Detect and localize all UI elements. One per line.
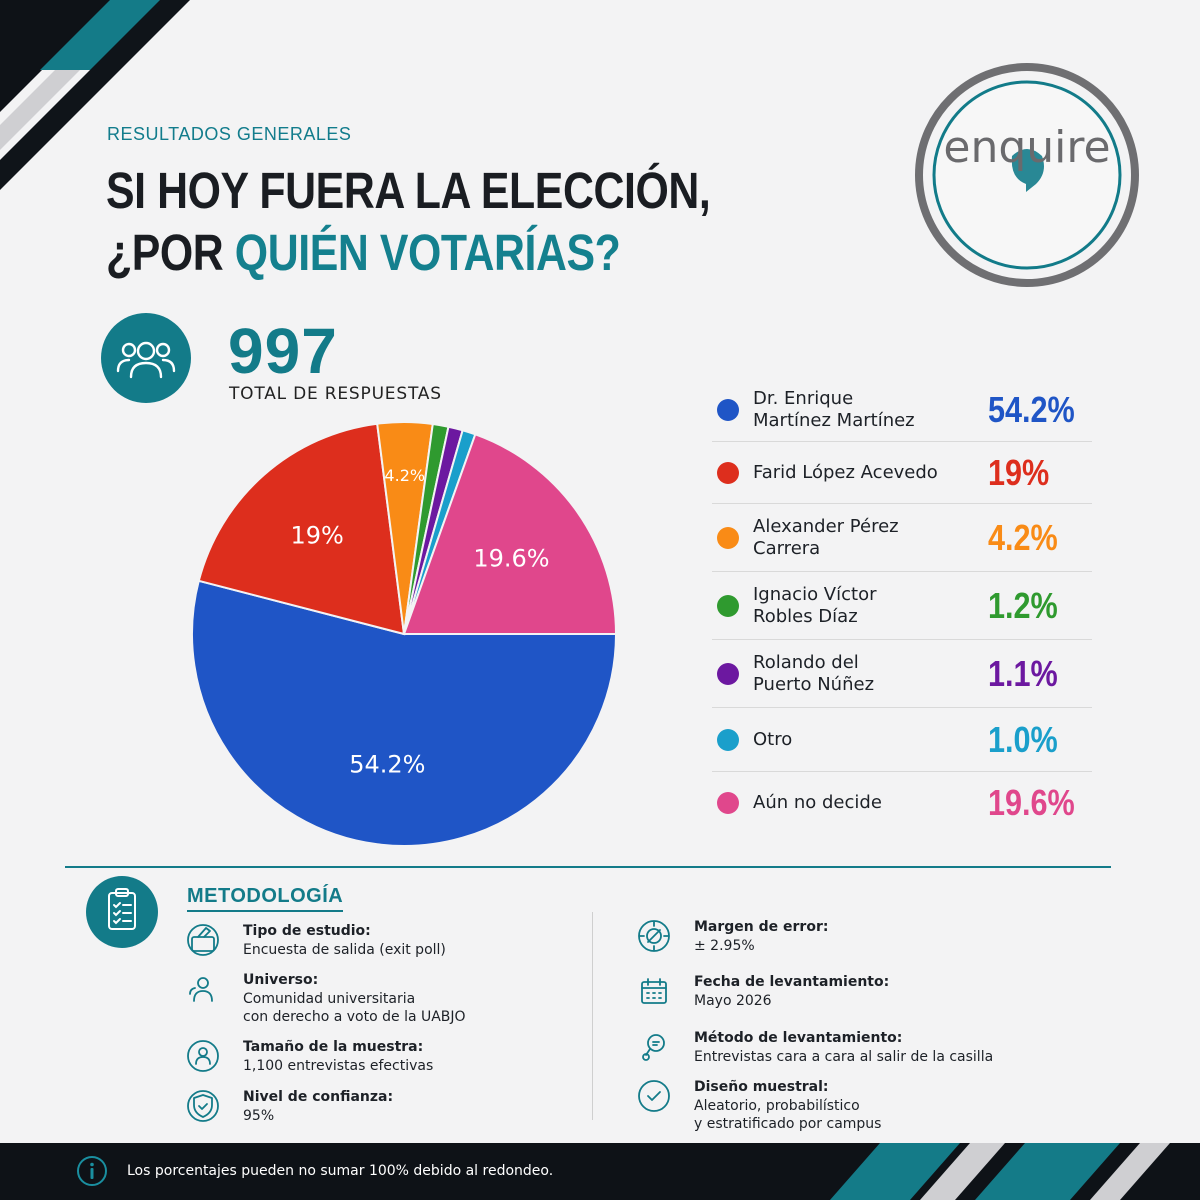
legend-name: Alexander Pérez Carrera (753, 515, 899, 559)
methodology-value: Entrevistas cara a cara al salir de la c… (694, 1049, 994, 1065)
legend-swatch (717, 728, 739, 751)
pie-slice (191, 579, 618, 847)
legend-value: 19.6% (988, 782, 1075, 823)
section-divider (65, 866, 1111, 868)
pie-slice-label: 4.2% (384, 466, 425, 485)
methodology-label: Método de levantamiento: (694, 1030, 903, 1046)
legend-swatch (717, 398, 739, 421)
methodology-label: Fecha de levantamiento: (694, 974, 890, 990)
legend-value: 4.2% (988, 516, 1058, 558)
legend-name: Otro (753, 728, 793, 750)
pie-chart: 54.2% 19% 4.2% 19.6% (191, 421, 618, 847)
methodology-column-divider (592, 912, 593, 1120)
methodology-value: Comunidad universitaria con derecho a vo… (243, 991, 466, 1025)
legend-swatch (717, 792, 739, 814)
legend-swatch (717, 594, 739, 617)
pie-slice (197, 422, 406, 636)
methodology-label: Nivel de confianza: (243, 1089, 394, 1105)
title-prefix: ¿POR (106, 224, 235, 281)
ballot-box-icon (187, 924, 219, 956)
legend-name: Farid López Acevedo (753, 461, 938, 483)
total-responses-value: 997 (228, 315, 338, 387)
footer-stripes (830, 1143, 1170, 1200)
methodology-value: ± 2.95% (694, 938, 755, 954)
check-circle-icon (638, 1080, 670, 1112)
methodology-value: Aleatorio, probabilístico y estratificad… (694, 1098, 882, 1132)
chart-legend: Dr. Enrique Martínez Martínez 54.2% Farid … (712, 378, 1092, 834)
legend-value: 1.2% (988, 584, 1058, 626)
legend-name: Rolando del Puerto Núñez (753, 651, 875, 695)
legend-name: Dr. Enrique Martínez Martínez (753, 387, 915, 431)
people-group-icon (101, 313, 191, 403)
pie-slice (402, 433, 618, 635)
methodology-label: Universo: (243, 972, 319, 988)
legend-value: 19% (988, 451, 1050, 493)
interview-speech-icon (642, 1034, 665, 1061)
legend-value: 54.2% (988, 388, 1075, 430)
methodology-title: METODOLOGÍA (187, 885, 344, 912)
legend-row: Farid López Acevedo 19% (712, 442, 1092, 504)
clipboard-checklist-icon (86, 876, 158, 948)
legend-row: Aún no decide 19.6% (712, 772, 1092, 834)
methodology-value: Mayo 2026 (694, 993, 772, 1009)
legend-swatch (717, 662, 739, 685)
methodology-label: Tipo de estudio: (243, 923, 371, 939)
methodology-label: Margen de error: (694, 919, 829, 935)
methodology-label: Tamaño de la muestra: (243, 1039, 424, 1055)
title-line-1: SI HOY FUERA LA ELECCIÓN, (106, 162, 711, 219)
logo-text: enquire (943, 122, 1110, 173)
legend-row: Dr. Enrique Martínez Martínez 54.2% (712, 378, 1092, 442)
legend-row: Otro 1.0% (712, 708, 1092, 772)
calendar-icon (641, 978, 667, 1004)
pie-slice-label: 54.2% (349, 750, 425, 778)
legend-swatch (717, 461, 739, 484)
community-users-icon (189, 977, 213, 1002)
methodology-label: Diseño muestral: (694, 1079, 829, 1095)
title-line-2: ¿POR QUIÉN VOTARÍAS? (106, 222, 710, 284)
pie-slice-label: 19% (290, 521, 343, 549)
person-circle-icon (187, 1040, 219, 1072)
title-accent: QUIÉN VOTARÍAS? (234, 224, 621, 281)
legend-name: Ignacio Víctor Robles Díaz (753, 583, 877, 627)
page-title: SI HOY FUERA LA ELECCIÓN, ¿POR QUIÉN VOT… (106, 160, 711, 284)
target-scope-icon (638, 920, 670, 952)
footer-note: Los porcentajes pueden no sumar 100% deb… (127, 1163, 554, 1179)
legend-value: 1.0% (988, 718, 1058, 760)
legend-row: Rolando del Puerto Núñez 1.1% (712, 640, 1092, 708)
eyebrow-label: RESULTADOS GENERALES (107, 124, 352, 144)
pie-slice-label: 19.6% (473, 544, 549, 572)
methodology-value: 95% (243, 1108, 275, 1124)
enquire-logo: enquire (915, 63, 1139, 287)
legend-row: Ignacio Víctor Robles Díaz 1.2% (712, 572, 1092, 640)
total-responses-label: TOTAL DE RESPUESTAS (229, 384, 442, 404)
legend-value: 1.1% (988, 652, 1058, 694)
shield-check-icon (187, 1090, 219, 1122)
legend-row: Alexander Pérez Carrera 4.2% (712, 504, 1092, 572)
footer-bar: Los porcentajes pueden no sumar 100% deb… (0, 1143, 1200, 1200)
methodology-value: Encuesta de salida (exit poll) (243, 942, 446, 958)
legend-name: Aún no decide (753, 792, 882, 813)
legend-swatch (717, 526, 739, 549)
info-icon (77, 1156, 107, 1186)
methodology-value: 1,100 entrevistas efectivas (243, 1058, 434, 1074)
